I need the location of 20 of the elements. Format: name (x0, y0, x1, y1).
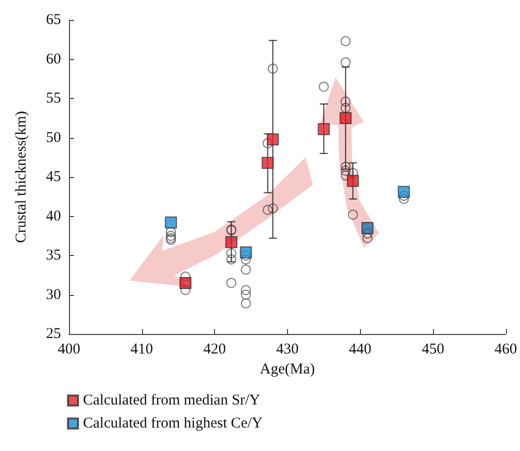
x-tick-label: 400 (58, 342, 80, 358)
x-tick-label: 410 (130, 342, 154, 358)
y-tick-label: 25 (46, 326, 61, 342)
x-tick-label: 440 (348, 342, 372, 358)
y-tick-label: 50 (46, 130, 61, 146)
y-tick-label: 65 (46, 12, 61, 28)
y-tick-label: 45 (46, 169, 61, 185)
y-tick-label: 30 (46, 286, 61, 303)
y-tick-label: 55 (46, 90, 61, 106)
x-tick-label: 420 (203, 342, 226, 358)
x-tick-label: 460 (494, 342, 517, 358)
y-tick-label: 60 (46, 51, 61, 68)
x-tick-label: 430 (276, 342, 299, 358)
legend-label: Calculated from highest Ce/Y (83, 416, 263, 432)
legend-label: Calculated from median Sr/Y (83, 392, 260, 408)
y-axis-title: Crustal thickness(km) (14, 110, 30, 244)
x-axis-title: Age(Ma) (260, 361, 315, 378)
y-tick-label: 35 (46, 248, 61, 264)
x-tick-label: 450 (422, 342, 444, 358)
y-tick-label: 40 (46, 208, 61, 224)
